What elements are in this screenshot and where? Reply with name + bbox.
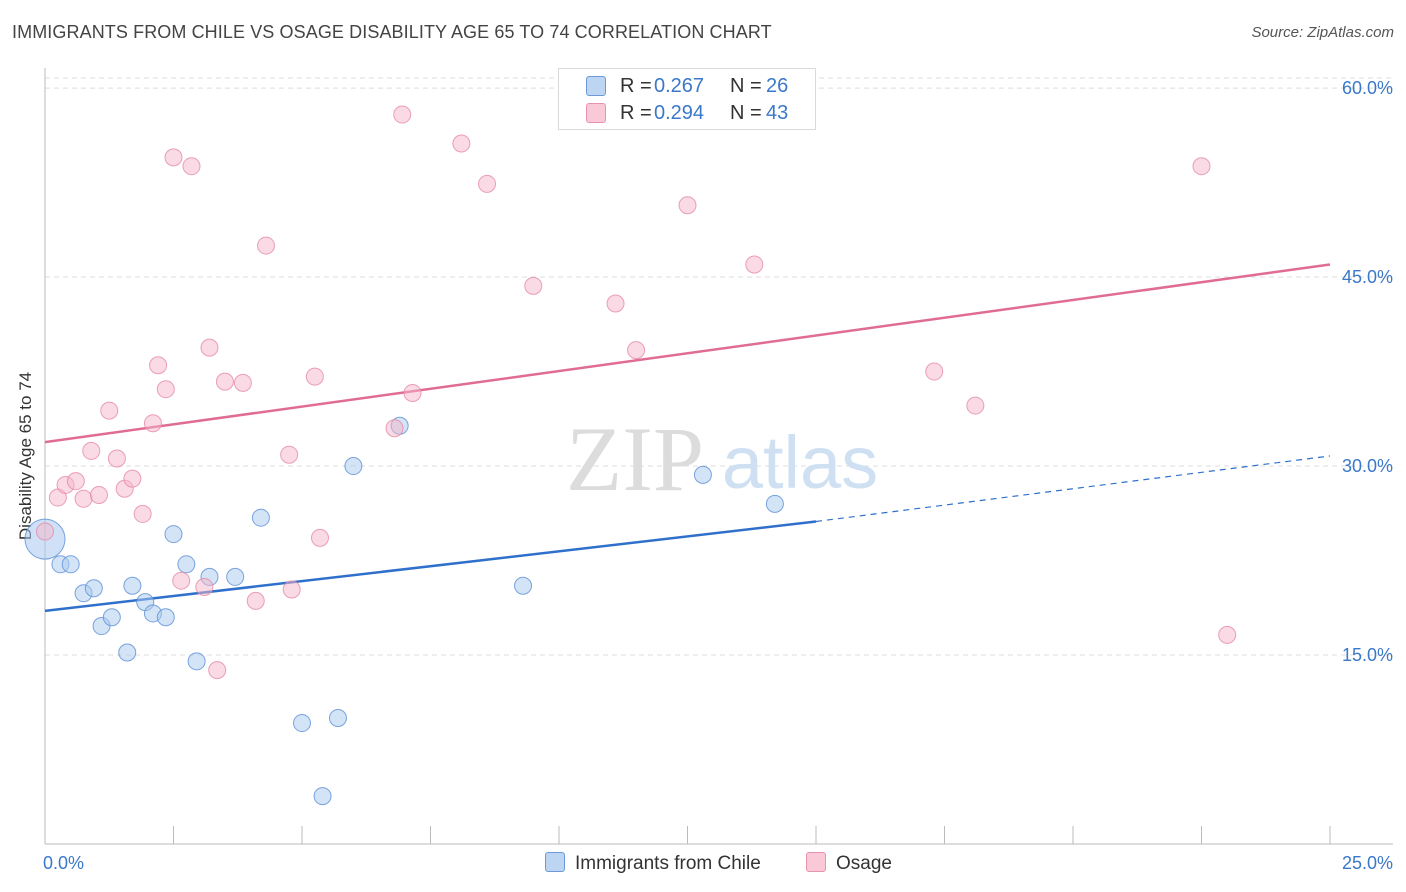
data-point-osage [524, 276, 543, 295]
data-point-osage [403, 383, 422, 402]
stats-legend: R = 0.267 N = 26 R = 0.294 N = 43 [558, 68, 816, 130]
data-point-chile [693, 465, 712, 484]
legend-label-chile: Immigrants from Chile [575, 853, 761, 874]
r-label: R = [620, 102, 652, 124]
grid-lines [45, 77, 1392, 656]
trend-line-chile-extension [815, 455, 1331, 523]
data-point-chile [313, 787, 332, 806]
n-value: 26 [766, 75, 789, 97]
data-point-chile [514, 576, 533, 595]
data-point-osage [678, 196, 697, 215]
data-point-osage [925, 362, 944, 381]
data-point-osage [208, 661, 227, 680]
data-point-osage [1192, 157, 1211, 176]
data-point-osage [452, 134, 471, 153]
data-point-chile [61, 555, 80, 574]
legend-label-osage: Osage [836, 853, 892, 874]
data-point-osage [107, 449, 126, 468]
data-point-osage [282, 580, 301, 599]
data-point-osage [966, 396, 985, 415]
r-label: R = [620, 75, 652, 97]
data-point-osage [149, 356, 168, 375]
data-point-osage [182, 157, 201, 176]
data-point-chile [177, 555, 196, 574]
data-point-osage [385, 419, 404, 438]
data-point-osage [123, 469, 142, 488]
data-point-osage [280, 445, 299, 464]
data-point-osage [36, 522, 54, 541]
watermark: ZIP atlas [566, 408, 878, 510]
data-point-osage [143, 414, 162, 433]
trend-lines [44, 263, 1331, 613]
chart-title: IMMIGRANTS FROM CHILE VS OSAGE DISABILIT… [12, 22, 772, 42]
data-point-chile [156, 608, 175, 627]
data-point-osage [627, 341, 646, 360]
watermark-atlas: atlas [722, 421, 878, 504]
trend-line-chile [44, 520, 817, 613]
data-point-osage [195, 577, 214, 596]
x-tick-label: 25.0% [1342, 853, 1393, 873]
pink-swatch [806, 852, 826, 872]
y-tick-label: 45.0% [1342, 267, 1393, 287]
pink-swatch [586, 103, 606, 123]
n-label: N = [730, 75, 762, 97]
r-value: 0.294 [654, 102, 705, 124]
data-point-osage [164, 148, 183, 167]
data-point-osage [606, 294, 625, 313]
x-tick-label: 0.0% [43, 853, 84, 873]
n-value: 43 [766, 102, 789, 124]
data-point-chile [118, 643, 137, 662]
tick-labels: 15.0% 30.0% 45.0% 60.0% 0.0% 25.0% [43, 78, 1393, 873]
y-tick-label: 30.0% [1342, 456, 1393, 476]
data-point-osage [82, 441, 101, 460]
data-point-chile [293, 714, 311, 733]
source-label: Source: ZipAtlas.com [1251, 24, 1394, 41]
data-point-osage [233, 373, 252, 392]
data-point-osage [1218, 625, 1237, 644]
y-tick-label: 60.0% [1342, 78, 1393, 98]
data-point-chile [765, 494, 784, 513]
legend-item-osage[interactable]: Osage [806, 852, 892, 878]
data-point-chile [226, 567, 245, 586]
legend-item-chile[interactable]: Immigrants from Chile [545, 852, 761, 878]
data-point-chile [164, 525, 183, 544]
data-point-chile [187, 652, 206, 671]
data-point-osage [310, 528, 329, 547]
watermark-zip: ZIP [566, 408, 704, 510]
data-point-osage [246, 591, 265, 610]
data-point-osage [215, 372, 234, 391]
data-point-osage [100, 401, 119, 420]
data-point-osage [156, 380, 175, 399]
data-point-chile [102, 608, 121, 627]
trend-line-osage [44, 263, 1331, 444]
data-point-chile [328, 709, 347, 728]
data-point-osage [478, 174, 497, 193]
data-point-osage [172, 571, 191, 590]
data-point-osage [257, 236, 276, 255]
data-point-chile [123, 576, 142, 595]
y-tick-label: 15.0% [1342, 645, 1393, 665]
data-point-osage [89, 486, 108, 505]
blue-swatch [586, 76, 606, 96]
data-points [24, 105, 1237, 806]
data-point-osage [66, 472, 85, 491]
data-point-osage [745, 255, 764, 274]
r-value: 0.267 [654, 75, 705, 97]
data-point-chile [84, 579, 103, 598]
data-point-osage [133, 504, 152, 523]
data-point-osage [74, 489, 93, 508]
data-point-osage [305, 367, 324, 386]
data-point-chile [251, 508, 270, 527]
blue-swatch [545, 852, 565, 872]
axes [44, 68, 1393, 845]
data-point-chile [344, 457, 363, 476]
data-point-osage [393, 105, 412, 124]
n-label: N = [730, 102, 762, 124]
data-point-osage [200, 338, 219, 357]
